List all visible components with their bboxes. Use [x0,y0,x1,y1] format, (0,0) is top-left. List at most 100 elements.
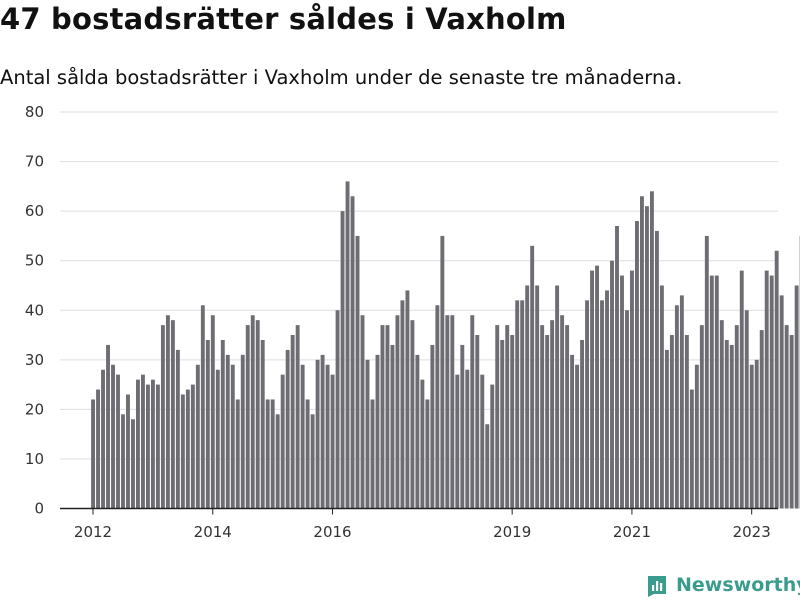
bar [729,344,734,509]
bar [724,339,729,509]
x-tick-label: 2019 [493,523,531,541]
bar [425,399,430,509]
bar [315,359,320,509]
bar [515,300,520,509]
bar [91,399,95,509]
bar [475,335,480,509]
y-tick-label: 80 [25,103,44,121]
bar [689,389,694,509]
bar [345,181,350,509]
bar [669,335,674,509]
bar [769,275,774,509]
bar [704,235,709,509]
x-tick-label: 2016 [313,523,351,541]
bar [200,305,205,509]
bar [625,310,629,509]
bar [370,399,375,509]
bar [300,364,305,509]
bar [709,275,714,509]
bar [101,369,105,509]
bar [455,374,460,509]
newsworthy-logo-icon [648,576,666,597]
y-tick-label: 50 [25,252,44,270]
bar [500,339,505,509]
bar [106,344,110,509]
bar [295,325,300,509]
bar [674,305,679,509]
y-tick-label: 30 [25,351,44,369]
bar [195,364,200,509]
bar [610,260,614,509]
bar [605,290,609,509]
bar [635,221,639,509]
y-tick-label: 70 [25,153,44,171]
bar [445,315,450,509]
bar [764,270,769,509]
bar [754,359,759,509]
bar [450,315,455,509]
bar [470,315,475,509]
bar [435,305,440,509]
y-tick-label: 0 [34,500,44,518]
bar [495,325,500,509]
bar [485,424,490,509]
bar [121,414,125,509]
x-tick-label: 2023 [733,523,771,541]
bar [744,310,749,509]
bar [590,270,594,509]
bar [290,335,295,509]
bar [145,384,150,509]
bar [600,300,604,509]
bar [774,250,779,509]
bar [320,354,325,509]
bar [550,320,555,509]
bar [380,325,385,509]
bar [270,399,275,509]
bar [225,354,230,509]
bar [580,339,585,509]
bar [779,295,784,509]
bar [375,354,380,509]
bar [545,335,550,509]
bar [205,339,210,509]
bar [465,369,470,509]
bar [250,315,255,509]
bar [659,285,664,509]
bar [265,399,270,509]
brand-name: Newsworthy [676,574,800,596]
bar [220,339,225,509]
bar [305,399,310,509]
bar [410,320,415,509]
x-tick-label: 2014 [194,523,232,541]
bar [585,300,590,509]
bar [141,374,145,509]
brand-logo: Newsworthy [645,570,800,600]
x-axis: 2012201420162019202120232025 [60,507,778,541]
page-subtitle: Antal sålda bostadsrätter i Vaxholm unde… [0,66,683,89]
bar [235,399,240,509]
bar [395,315,400,509]
bar [260,339,265,509]
page-title: 47 bostadsrätter såldes i Vaxholm [0,2,567,36]
bar [350,196,355,509]
bar [150,379,155,509]
bar [430,344,435,509]
bar [490,384,495,509]
bar [540,325,545,509]
bar [360,315,365,509]
bar [160,325,165,509]
bar [131,419,135,509]
bar [640,196,644,509]
bar [440,235,445,509]
bar [505,325,510,509]
x-tick-label: 2021 [613,523,651,541]
bar [480,374,485,509]
y-tick-label: 60 [25,202,44,220]
bar [210,315,215,509]
bar [355,235,360,509]
bar [126,394,130,509]
bar [245,325,250,509]
bar [664,349,669,509]
bar [719,320,724,509]
bar [400,300,405,509]
